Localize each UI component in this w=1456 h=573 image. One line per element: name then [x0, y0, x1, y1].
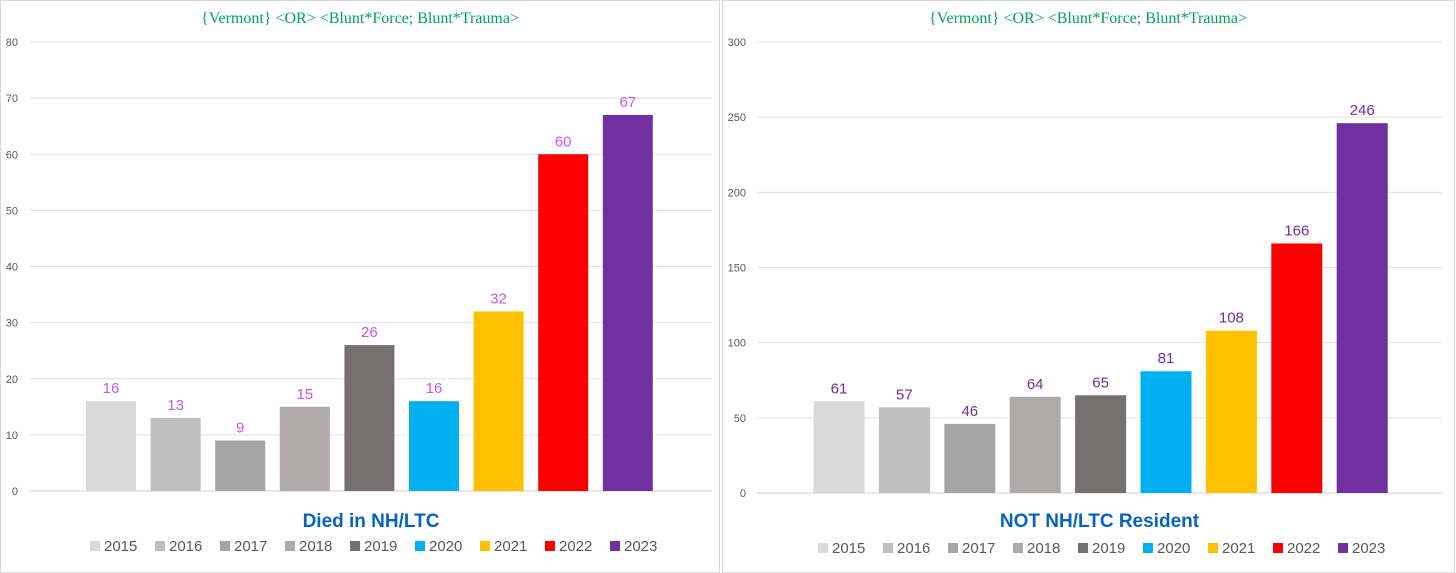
bar-2021 — [473, 311, 524, 491]
legend-swatch-2020 — [1143, 543, 1153, 553]
data-label-2021: 108 — [1219, 310, 1244, 327]
data-label-2023: 67 — [619, 94, 636, 111]
legend-swatch-2017 — [220, 541, 230, 551]
legend-label-2015: 2015 — [104, 538, 137, 555]
y-tick-label: 250 — [728, 112, 746, 124]
legend-label-2018: 2018 — [1027, 540, 1060, 557]
data-label-2017: 9 — [236, 419, 244, 436]
legend-swatch-2017 — [948, 543, 958, 553]
legend-label-2016: 2016 — [169, 538, 202, 555]
legend-label-2018: 2018 — [299, 538, 332, 555]
legend-swatch-2018 — [285, 541, 295, 551]
data-label-2016: 13 — [167, 397, 184, 414]
bar-2022 — [538, 154, 589, 491]
legend-swatch-2023 — [610, 541, 620, 551]
y-tick-label: 40 — [6, 262, 18, 274]
legend-label-2016: 2016 — [897, 540, 930, 557]
legend-swatch-2023 — [1338, 543, 1348, 553]
legend-label-2022: 2022 — [1287, 540, 1320, 557]
y-tick-label: 50 — [734, 413, 746, 425]
bar-2022 — [1271, 243, 1323, 493]
data-label-2019: 65 — [1092, 374, 1109, 391]
data-label-2018: 15 — [296, 386, 313, 403]
y-tick-label: 70 — [6, 93, 18, 105]
legend-label-2021: 2021 — [494, 538, 527, 555]
y-tick-label: 50 — [6, 205, 18, 217]
y-tick-label: 100 — [728, 338, 746, 350]
bar-2017 — [215, 440, 266, 491]
bar-2016 — [878, 407, 930, 493]
legend-swatch-2019 — [350, 541, 360, 551]
legend-label-2021: 2021 — [1222, 540, 1255, 557]
bar-2019 — [344, 345, 395, 491]
legend-swatch-2022 — [545, 541, 555, 551]
data-label-2017: 46 — [961, 403, 978, 420]
chart-title: {Vermont} <OR> <Blunt*Force; Blunt*Traum… — [929, 10, 1247, 27]
legend-label-2020: 2020 — [429, 538, 462, 555]
bar-2015 — [86, 401, 136, 491]
data-label-2020: 16 — [426, 380, 443, 397]
y-tick-label: 0 — [740, 488, 746, 500]
bar-2023 — [602, 114, 653, 492]
y-tick-label: 150 — [728, 263, 746, 275]
bar-2019 — [1075, 395, 1127, 493]
chart-subtitle: NOT NH/LTC Resident — [1000, 511, 1200, 532]
bar-2018 — [1009, 396, 1061, 493]
legend-label-2019: 2019 — [1092, 540, 1125, 557]
legend-swatch-2015 — [90, 541, 100, 551]
y-tick-label: 0 — [12, 486, 18, 498]
bar-2017 — [944, 423, 996, 493]
legend-swatch-2016 — [883, 543, 893, 553]
legend-label-2022: 2022 — [559, 538, 592, 555]
legend-swatch-2020 — [415, 541, 425, 551]
data-label-2020: 81 — [1158, 350, 1175, 367]
y-tick-label: 200 — [728, 187, 746, 199]
legend-swatch-2021 — [1208, 543, 1218, 553]
legend-swatch-2016 — [155, 541, 165, 551]
legend-swatch-2021 — [480, 541, 490, 551]
legend-label-2019: 2019 — [364, 538, 397, 555]
legend-swatch-2022 — [1273, 543, 1283, 553]
y-tick-label: 300 — [728, 37, 746, 49]
bar-2018 — [279, 406, 330, 491]
y-tick-label: 60 — [6, 149, 18, 161]
legend-label-2023: 2023 — [1352, 540, 1385, 557]
y-tick-label: 80 — [6, 37, 18, 49]
data-label-2022: 166 — [1284, 222, 1309, 239]
y-tick-label: 10 — [6, 430, 18, 442]
data-label-2015: 61 — [831, 380, 848, 397]
bar-2023 — [1336, 123, 1388, 494]
legend-label-2023: 2023 — [624, 538, 657, 555]
bar-2020 — [1140, 371, 1192, 493]
chart-title: {Vermont} <OR> <Blunt*Force; Blunt*Traum… — [201, 10, 519, 27]
bar-2016 — [150, 418, 201, 491]
legend-label-2017: 2017 — [234, 538, 267, 555]
bar-2015 — [813, 401, 865, 493]
legend-label-2020: 2020 — [1157, 540, 1190, 557]
chart-subtitle: Died in NH/LTC — [303, 511, 440, 532]
data-label-2016: 57 — [896, 386, 913, 403]
data-label-2019: 26 — [361, 324, 378, 341]
y-tick-label: 30 — [6, 318, 18, 330]
legend-swatch-2015 — [818, 543, 828, 553]
data-label-2023: 246 — [1350, 102, 1375, 119]
bar-2020 — [409, 401, 459, 491]
data-label-2015: 16 — [103, 380, 120, 397]
bar-2021 — [1205, 330, 1257, 493]
y-tick-label: 20 — [6, 374, 18, 386]
legend-swatch-2019 — [1078, 543, 1088, 553]
legend-label-2017: 2017 — [962, 540, 995, 557]
data-label-2018: 64 — [1027, 376, 1044, 393]
legend-swatch-2018 — [1013, 543, 1023, 553]
legend-label-2015: 2015 — [832, 540, 865, 557]
data-label-2022: 60 — [555, 133, 572, 150]
data-label-2021: 32 — [490, 290, 507, 307]
